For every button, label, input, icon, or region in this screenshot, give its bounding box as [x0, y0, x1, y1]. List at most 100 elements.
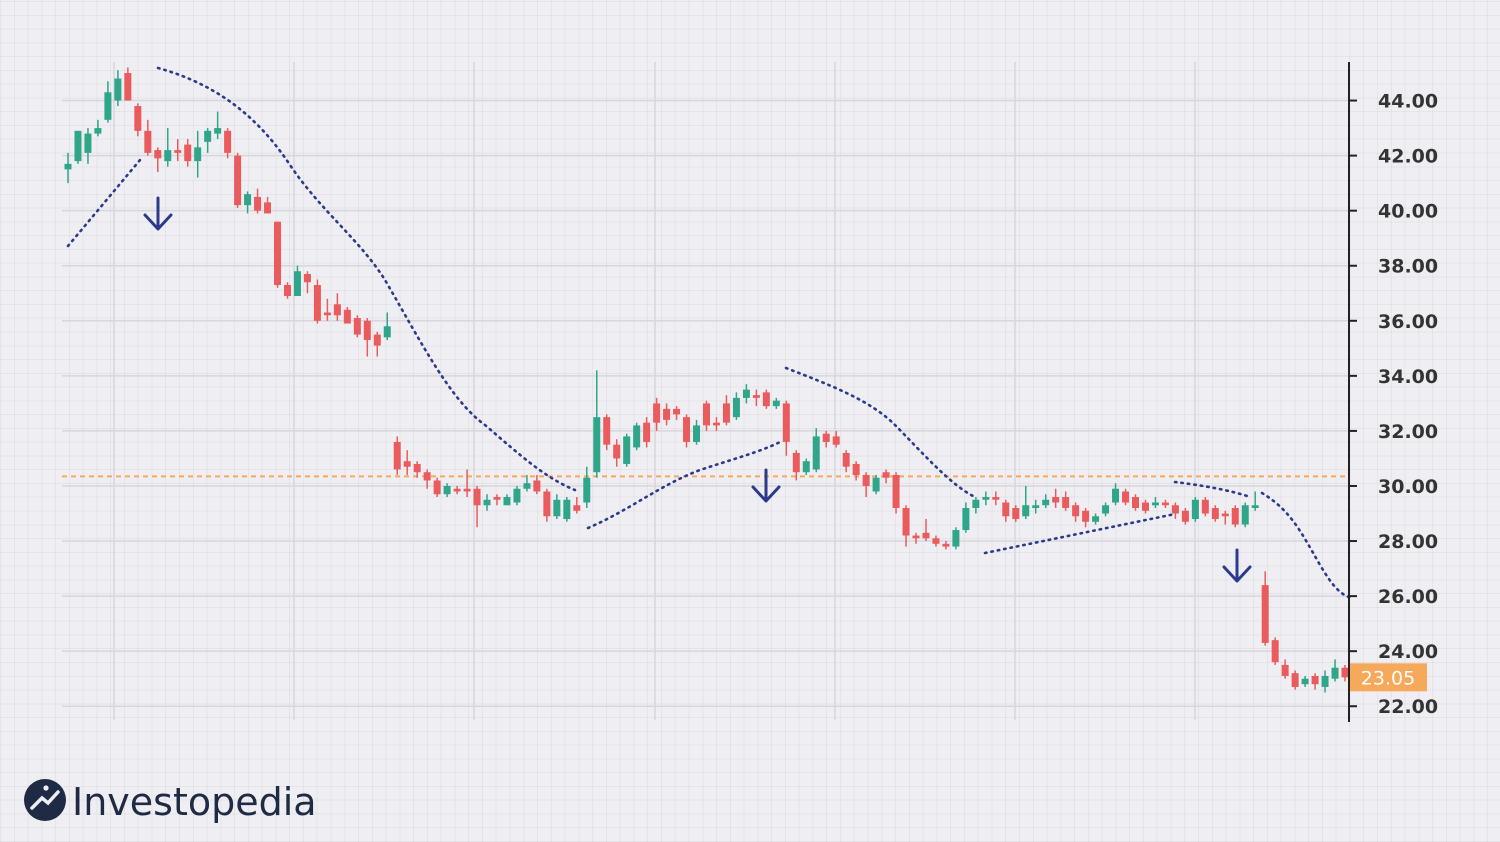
candle-body [1291, 673, 1299, 687]
candle-body [1201, 499, 1209, 514]
candle-body [1032, 505, 1040, 509]
candle-body [1331, 667, 1339, 679]
candle-body [872, 477, 880, 492]
candle-body [1251, 505, 1259, 509]
candle-body [553, 499, 561, 517]
candle-body [643, 422, 651, 442]
y-tick-label: 36.00 [1378, 311, 1438, 333]
candle-body [473, 488, 481, 506]
candle-body [343, 309, 351, 324]
candle-body [962, 508, 970, 531]
candle-body [74, 130, 82, 162]
candle-body [982, 496, 990, 500]
candle-body [1181, 510, 1189, 522]
candle-body [124, 73, 132, 101]
candle-body [84, 133, 92, 153]
candle-body [1321, 675, 1329, 687]
candle-body [712, 422, 720, 426]
candle-body [1221, 513, 1229, 517]
candle-body [453, 488, 461, 492]
candle-body [1122, 491, 1130, 503]
down-arrow [1222, 548, 1252, 583]
candle-body [1171, 505, 1179, 514]
candle-body [264, 202, 272, 214]
trendline [784, 366, 977, 499]
candle-body [952, 530, 960, 547]
arrows [143, 196, 1252, 583]
candle-body [752, 395, 760, 398]
candle-body [413, 463, 421, 473]
candle-body [224, 130, 232, 153]
candle-body [513, 488, 521, 503]
candle-body [214, 128, 222, 134]
candle-body [423, 472, 431, 481]
candle-body [1141, 502, 1149, 511]
candle-body [483, 499, 491, 506]
candle-body [722, 403, 730, 423]
y-tick-label: 32.00 [1378, 421, 1438, 443]
candle-body [593, 417, 601, 473]
candle-body [972, 499, 980, 509]
grid [62, 99, 1349, 707]
candle-body [673, 408, 681, 415]
candle-body [114, 78, 122, 101]
candle-body [583, 477, 591, 503]
candle-body [663, 408, 671, 420]
candle-body [892, 474, 900, 509]
candle-body [912, 535, 920, 539]
logo-dot [43, 785, 49, 791]
candle-body [1311, 675, 1319, 685]
candle-body [852, 463, 860, 475]
candle-body [802, 461, 810, 473]
candle-body [134, 106, 142, 131]
candle-body [383, 326, 391, 338]
candle-body [283, 285, 291, 297]
candle-body [204, 130, 212, 142]
candle-body [144, 130, 152, 153]
logo: Investopedia [24, 779, 317, 824]
candle-body [274, 221, 282, 286]
candle-body [1092, 516, 1100, 522]
candle-body [1271, 640, 1279, 663]
candle-body [842, 452, 850, 467]
y-tick-label: 38.00 [1378, 256, 1438, 278]
candle-body [244, 194, 252, 206]
trendline [586, 440, 782, 530]
candle-body [902, 508, 910, 536]
candle-body [762, 392, 770, 407]
candle-body [742, 389, 750, 398]
candle-body [94, 128, 102, 134]
candle-body [303, 273, 311, 283]
candle-body [1211, 508, 1219, 520]
y-tick-label: 42.00 [1378, 146, 1438, 168]
candle-body [1102, 505, 1110, 514]
candle-body [992, 496, 1000, 500]
candle-body [613, 444, 621, 459]
brand-name: Investopedia [72, 780, 317, 824]
candle-body [1042, 499, 1050, 506]
candle-body [1161, 502, 1169, 506]
candle-body [683, 417, 691, 442]
trendline [1260, 491, 1354, 600]
candle-body [503, 496, 511, 506]
candles [64, 67, 1349, 693]
candle-body [293, 271, 301, 297]
candle-body [832, 436, 840, 445]
candle-body [363, 320, 371, 341]
candle-body [254, 196, 262, 211]
candle-body [653, 403, 661, 423]
candle-body [703, 403, 710, 426]
candle-body [862, 474, 870, 486]
candle-body [313, 285, 321, 321]
candle-body [234, 155, 242, 206]
candle-body [174, 150, 182, 153]
candle-body [563, 499, 571, 520]
candle-body [543, 491, 551, 517]
logo-mark [30, 790, 60, 810]
candle-body [1072, 505, 1080, 517]
candle-body [1241, 505, 1249, 525]
candle-body [633, 425, 641, 448]
y-tick-label: 44.00 [1378, 91, 1438, 113]
